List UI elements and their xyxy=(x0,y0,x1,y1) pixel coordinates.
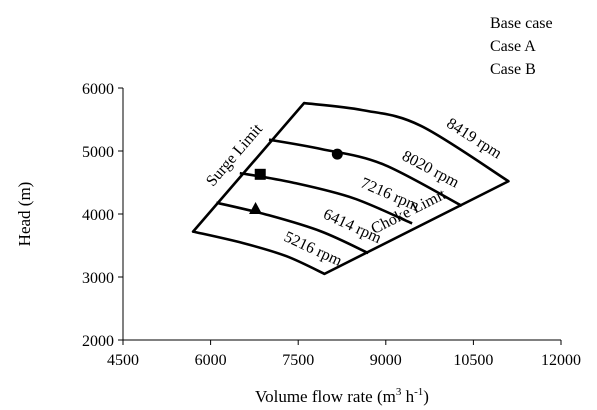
choke-limit-line xyxy=(323,179,510,276)
x-tick-label: 9000 xyxy=(370,352,402,369)
y-tick-label: 5000 xyxy=(82,144,114,161)
y-tick-label: 4000 xyxy=(82,207,114,224)
y-tick-label: 3000 xyxy=(82,270,114,287)
x-axis-title-end: ) xyxy=(423,387,429,406)
x-tick-label: 4500 xyxy=(107,352,139,369)
x-tick-label: 6000 xyxy=(195,352,227,369)
speed-line-2 xyxy=(216,201,369,255)
marker-case-a xyxy=(254,168,266,180)
speed-line-label-4: 8020 rpm xyxy=(399,148,462,192)
x-axis-title-main: Volume flow rate (m xyxy=(255,387,396,406)
markers xyxy=(249,148,343,214)
legend-label-base-case: Base case xyxy=(490,15,553,32)
speed-line-4 xyxy=(268,138,463,207)
legend: Base case Case A Case B xyxy=(490,15,553,78)
x-axis-title: Volume flow rate (m3 h-1) xyxy=(255,386,429,406)
x-tick-label: 10500 xyxy=(453,352,493,369)
surge-limit-line xyxy=(191,101,306,233)
y-axis-title: Head (m) xyxy=(15,182,34,247)
ticks: 4500 6000 7500 9000 10500 12000 2000 3000 4000 50… xyxy=(82,81,581,369)
speed-line-1 xyxy=(192,230,326,276)
y-tick-label: 6000 xyxy=(82,81,114,98)
speed-line-5 xyxy=(303,101,510,183)
speed-line-label-5: 8419 rpm xyxy=(443,115,505,163)
x-axis-title-sup1: 3 xyxy=(396,386,402,398)
marker-base-case xyxy=(331,148,343,160)
legend-label-case-a: Case A xyxy=(490,38,536,55)
x-tick-label: 12000 xyxy=(541,352,581,369)
x-axis-title-mid: h xyxy=(401,387,414,406)
x-axis-title-sup2: -1 xyxy=(414,386,423,398)
marker-case-b xyxy=(249,201,263,214)
y-tick-label: 2000 xyxy=(82,333,114,350)
x-tick-label: 7500 xyxy=(282,352,314,369)
legend-label-case-b: Case B xyxy=(490,61,536,78)
speed-line-label-1: 5216 rpm xyxy=(281,228,345,270)
